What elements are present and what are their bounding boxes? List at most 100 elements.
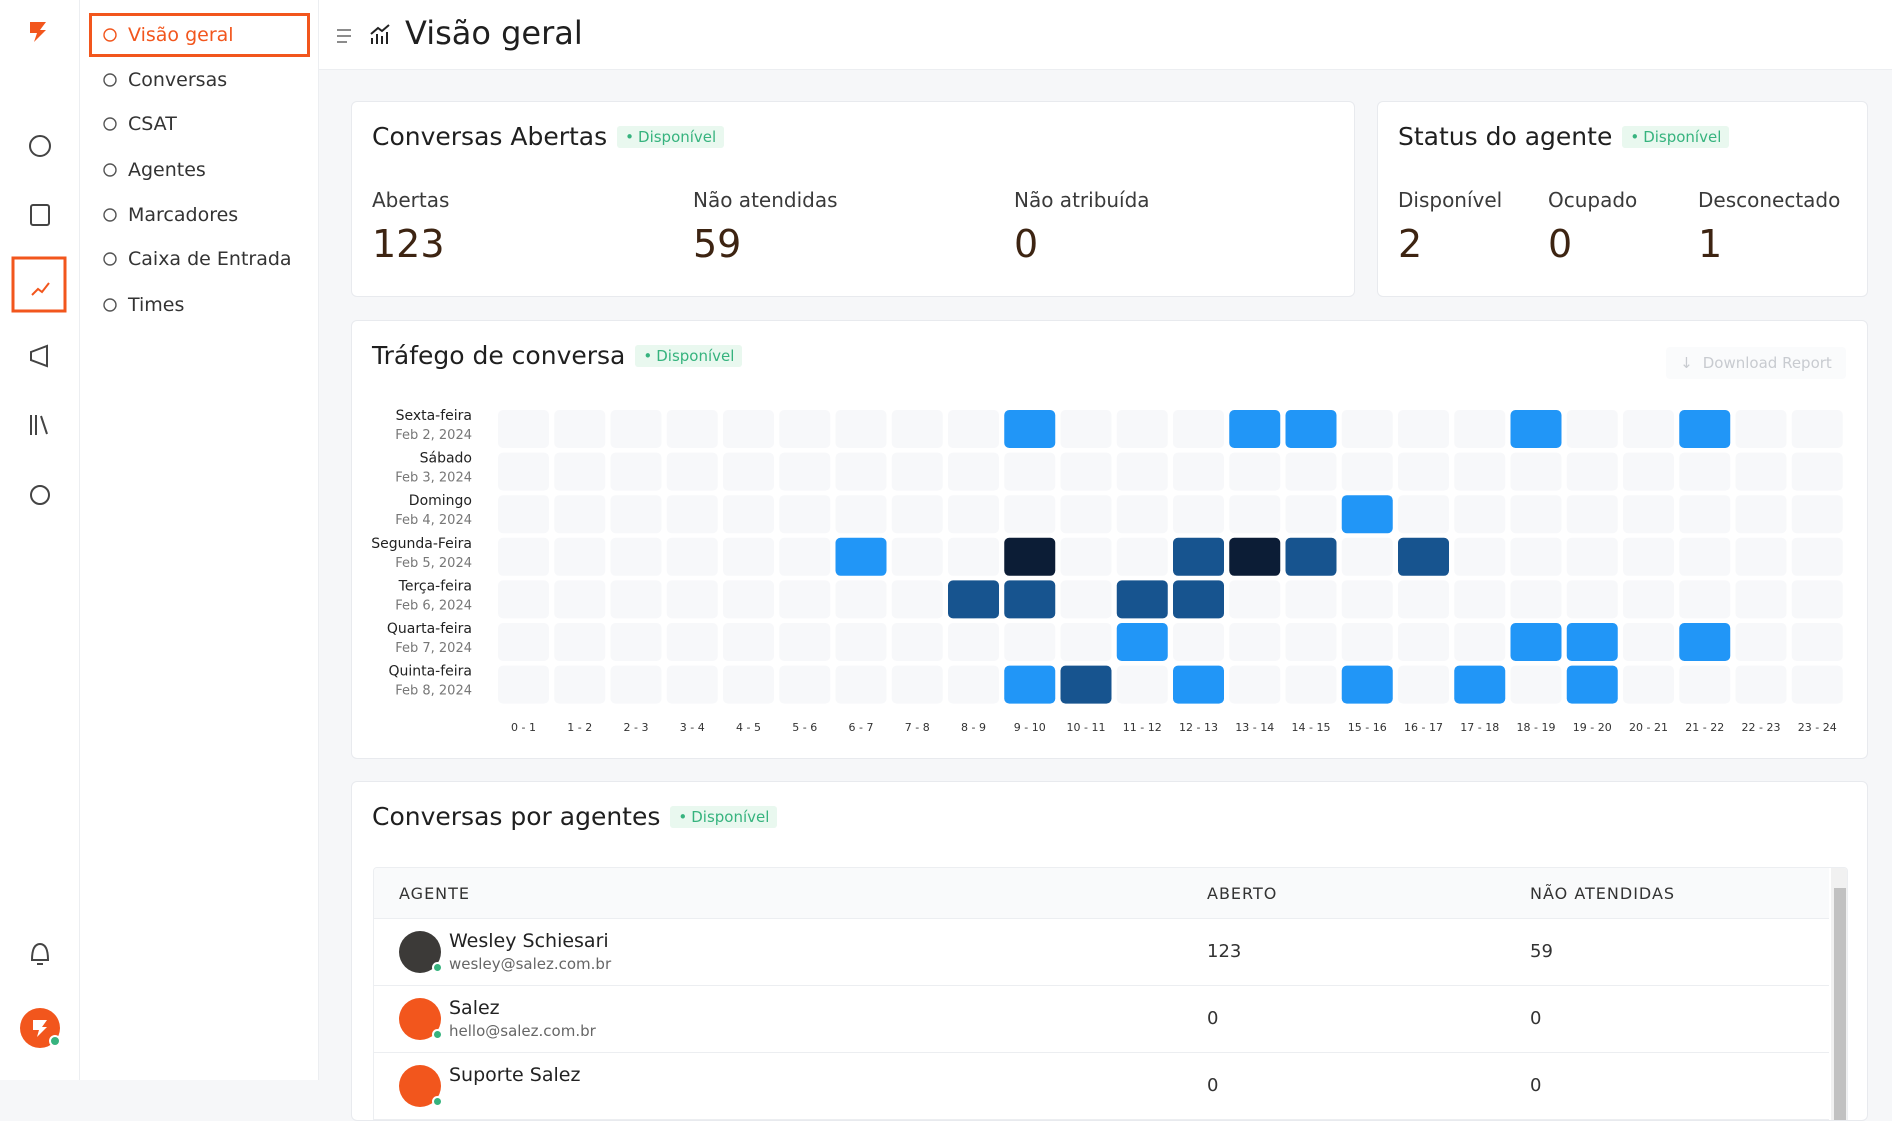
- heatmap-cell: [1173, 623, 1224, 661]
- heatmap-cell: [891, 623, 943, 661]
- heatmap-cell: [1510, 665, 1562, 704]
- nav-item[interactable]: Caixa de Entrada: [80, 241, 319, 277]
- nav-icon: [103, 73, 117, 87]
- heatmap-cell: [1791, 665, 1843, 704]
- nav-icon: [103, 252, 117, 266]
- heatmap-cell: [1341, 623, 1393, 661]
- heatmap-cell: [1004, 410, 1056, 448]
- heatmap-cell: [1510, 410, 1562, 448]
- nav-item[interactable]: Times: [80, 287, 319, 323]
- nav-item[interactable]: Marcadores: [80, 197, 319, 233]
- heatmap-cell: [1623, 410, 1674, 448]
- conversations-icon[interactable]: [29, 135, 51, 157]
- heatmap-cell: [1285, 580, 1337, 619]
- page: Visão geral Conversas CSAT Agentes Marcadore…: [0, 0, 1892, 1080]
- table-row: Salez hello@salez.com.br 0 0: [374, 986, 1829, 1053]
- heatmap-cell: [1454, 665, 1506, 704]
- heatmap-cell: [1060, 623, 1112, 661]
- online-dot: [49, 1035, 61, 1047]
- row-date: Feb 4, 2024: [395, 513, 472, 528]
- heatmap-cell: [835, 537, 887, 576]
- heatmap-cell: [1454, 495, 1506, 534]
- heatmap-cell: [835, 452, 887, 491]
- heatmap-cell: [1566, 410, 1618, 448]
- hour-label: 14 - 15: [1292, 721, 1331, 734]
- campaigns-icon[interactable]: [30, 344, 48, 368]
- table-row: Wesley Schiesari wesley@salez.com.br 123 59: [374, 919, 1829, 986]
- nav-item[interactable]: CSAT: [80, 106, 319, 142]
- heatmap-cell: [1735, 495, 1787, 534]
- heatmap-cell: [666, 537, 718, 576]
- heatmap-cell: [610, 580, 662, 619]
- metric-label: Ocupado: [1548, 188, 1638, 212]
- bell-icon[interactable]: [30, 942, 50, 965]
- heatmap: Sexta-feira Feb 2, 2024 Sábado Feb 3, 2024 D…: [371, 408, 1843, 734]
- heatmap-cell: [1116, 537, 1168, 576]
- heatmap-cell: [498, 580, 549, 619]
- heatmap-cell: [1004, 495, 1056, 534]
- hour-label: 8 - 9: [961, 721, 986, 734]
- contacts-icon[interactable]: [30, 204, 50, 226]
- heatmap-cell: [1398, 452, 1449, 491]
- scrollbar-thumb[interactable]: [1834, 888, 1846, 1120]
- heatmap-cell: [1735, 537, 1787, 576]
- hour-label: 22 - 23: [1742, 721, 1781, 734]
- nav-icon-shape: [103, 28, 117, 42]
- agents-table: AGENTE ABERTO NÃO ATENDIDAS Wesley Schiesar…: [373, 867, 1848, 1120]
- menu-icon[interactable]: [337, 29, 351, 43]
- heatmap-cell: [835, 580, 887, 619]
- hour-label: 2 - 3: [624, 721, 649, 734]
- heatmap-cell: [723, 623, 774, 661]
- nav-item[interactable]: Conversas: [80, 62, 319, 98]
- card-title: Status do agente Disponível: [1398, 122, 1730, 151]
- row-day: Domingo: [409, 493, 472, 509]
- heatmap-cell: [1791, 537, 1843, 576]
- nav-item[interactable]: Visão geral: [80, 17, 319, 53]
- active-highlight: [11, 256, 67, 313]
- heatmap-cell: [1341, 537, 1393, 576]
- heatmap-cell: [1679, 452, 1731, 491]
- heatmap-cell: [723, 495, 774, 534]
- column-header: ABERTO: [1207, 884, 1278, 903]
- heatmap-cell: [948, 665, 999, 704]
- table-header-bg: [374, 868, 1829, 919]
- heatmap-cell: [1173, 665, 1224, 704]
- metric-label: Disponível: [1398, 188, 1503, 212]
- heatmap-cell: [1510, 452, 1562, 491]
- heatmap-cell: [610, 623, 662, 661]
- heatmap-cell: [779, 410, 831, 448]
- heatmap-cell: [948, 410, 999, 448]
- settings-icon[interactable]: [30, 485, 50, 505]
- heatmap-cell: [948, 452, 999, 491]
- heatmap-cell: [1229, 452, 1281, 491]
- heatmap-cell: [1623, 452, 1674, 491]
- heatmap-cell: [1060, 665, 1112, 704]
- library-icon[interactable]: [30, 415, 48, 435]
- hour-label: 15 - 16: [1348, 721, 1387, 734]
- nav-icon-shape: [103, 298, 117, 312]
- hour-label: 23 - 24: [1798, 721, 1837, 734]
- secondary-sidebar: Visão geral Conversas CSAT Agentes Marcadore…: [80, 0, 319, 1080]
- nav-label: Conversas: [128, 69, 228, 91]
- heatmap-cell: [1679, 537, 1731, 576]
- online-dot: [432, 1029, 443, 1040]
- column-header: AGENTE: [399, 884, 471, 903]
- heatmap-cell: [1116, 665, 1168, 704]
- rail-icons: [11, 22, 67, 1048]
- row-date: Feb 6, 2024: [395, 598, 472, 613]
- heatmap-cell: [610, 452, 662, 491]
- download-button[interactable]: ↓ Download Report: [1666, 347, 1846, 379]
- agent-avatar: [399, 931, 443, 973]
- row-day: Segunda-Feira: [371, 536, 472, 552]
- nav-item[interactable]: Agentes: [80, 152, 319, 188]
- heatmap-cell: [1398, 410, 1449, 448]
- reports-icon[interactable]: [31, 282, 50, 296]
- hour-label: 18 - 19: [1517, 721, 1556, 734]
- heatmap-cell: [1173, 495, 1224, 534]
- heatmap-cell: [1060, 452, 1112, 491]
- top-bar: Visão geral: [319, 0, 1892, 70]
- heatmap-cell: [1004, 537, 1056, 576]
- heatmap-cell: [1510, 495, 1562, 534]
- heatmap-cell: [666, 495, 718, 534]
- heatmap-cell: [1735, 623, 1787, 661]
